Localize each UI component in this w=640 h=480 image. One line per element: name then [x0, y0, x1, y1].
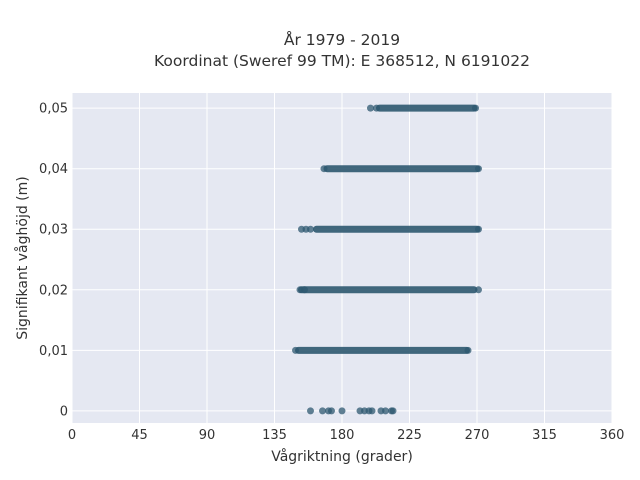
x-tick-label: 180	[330, 428, 355, 443]
x-ticks: 0 45 90 135 180 225 270 315 360	[68, 428, 625, 443]
x-tick-label: 0	[68, 428, 76, 443]
data-point	[367, 104, 374, 112]
data-point	[472, 104, 479, 112]
data-point	[373, 104, 380, 112]
y-tick-label: 0,01	[39, 344, 68, 359]
data-point	[475, 165, 482, 173]
x-tick-label: 45	[131, 428, 148, 443]
x-tick-label: 90	[199, 428, 216, 443]
data-point	[464, 346, 472, 354]
y-axis-title: Signifikant våghöjd (m)	[14, 176, 31, 339]
data-point	[475, 286, 482, 294]
data-point	[382, 407, 389, 415]
data-point	[320, 165, 328, 173]
data-point	[307, 225, 314, 233]
y-tick-label: 0,04	[39, 162, 68, 177]
data-point	[328, 407, 335, 415]
data-points	[292, 104, 482, 415]
y-tick-label: 0,02	[39, 283, 68, 298]
data-point	[301, 286, 308, 294]
y-tick-label: 0,03	[39, 223, 68, 238]
x-axis-title: Vågriktning (grader)	[271, 448, 413, 465]
y-tick-label: 0,05	[39, 102, 68, 117]
x-tick-label: 225	[397, 428, 422, 443]
data-point	[368, 407, 376, 415]
data-point	[292, 346, 299, 354]
data-point	[319, 407, 326, 415]
data-point	[307, 407, 314, 415]
data-point	[389, 407, 397, 415]
chart-title: År 1979 - 2019	[284, 30, 400, 49]
chart-subtitle: Koordinat (Sweref 99 TM): E 368512, N 61…	[154, 52, 530, 70]
x-tick-label: 360	[600, 428, 625, 443]
y-tick-label: 0	[60, 404, 68, 419]
x-tick-label: 315	[532, 428, 557, 443]
x-tick-label: 135	[262, 428, 287, 443]
data-point	[475, 225, 482, 233]
y-ticks: 0 0,01 0,02 0,03 0,04 0,05	[39, 102, 68, 420]
x-tick-label: 270	[465, 428, 490, 443]
data-point	[338, 407, 346, 415]
